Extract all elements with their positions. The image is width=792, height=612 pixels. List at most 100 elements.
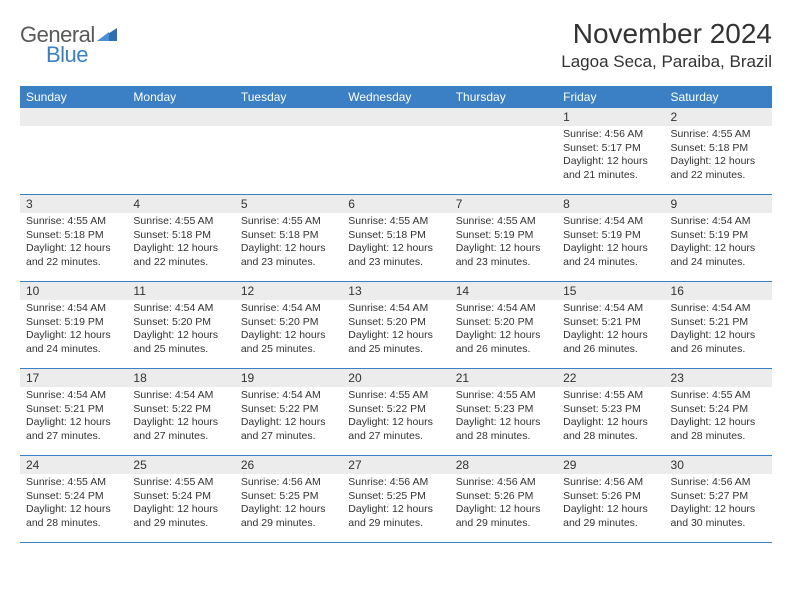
week-row: 24Sunrise: 4:55 AMSunset: 5:24 PMDayligh…: [20, 456, 772, 543]
day-body: Sunrise: 4:54 AMSunset: 5:20 PMDaylight:…: [235, 300, 342, 363]
day-cell: 2Sunrise: 4:55 AMSunset: 5:18 PMDaylight…: [665, 108, 772, 194]
daylight-line: Daylight: 12 hours: [671, 155, 766, 169]
sunset-line: Sunset: 5:22 PM: [241, 403, 336, 417]
daylight-line: Daylight: 12 hours: [671, 503, 766, 517]
day-body: Sunrise: 4:54 AMSunset: 5:19 PMDaylight:…: [557, 213, 664, 276]
location-line: Lagoa Seca, Paraiba, Brazil: [561, 52, 772, 72]
daylight-line: and 22 minutes.: [26, 256, 121, 270]
daylight-line: Daylight: 12 hours: [133, 329, 228, 343]
sunrise-line: Sunrise: 4:54 AM: [671, 215, 766, 229]
sunset-line: Sunset: 5:22 PM: [133, 403, 228, 417]
sunrise-line: Sunrise: 4:55 AM: [456, 389, 551, 403]
sunset-line: Sunset: 5:18 PM: [671, 142, 766, 156]
daylight-line: and 29 minutes.: [133, 517, 228, 531]
daylight-line: and 23 minutes.: [456, 256, 551, 270]
logo: General Blue: [20, 18, 119, 68]
calendar: Sunday Monday Tuesday Wednesday Thursday…: [20, 86, 772, 543]
daylight-line: and 24 minutes.: [671, 256, 766, 270]
day-body: Sunrise: 4:55 AMSunset: 5:24 PMDaylight:…: [665, 387, 772, 450]
sunrise-line: Sunrise: 4:54 AM: [671, 302, 766, 316]
day-cell: 23Sunrise: 4:55 AMSunset: 5:24 PMDayligh…: [665, 369, 772, 455]
day-body: [127, 126, 234, 186]
day-number: [235, 108, 342, 126]
daylight-line: and 23 minutes.: [241, 256, 336, 270]
daylight-line: and 29 minutes.: [348, 517, 443, 531]
day-cell: 24Sunrise: 4:55 AMSunset: 5:24 PMDayligh…: [20, 456, 127, 542]
daylight-line: Daylight: 12 hours: [563, 416, 658, 430]
daylight-line: and 27 minutes.: [241, 430, 336, 444]
sunset-line: Sunset: 5:19 PM: [26, 316, 121, 330]
day-body: Sunrise: 4:56 AMSunset: 5:26 PMDaylight:…: [450, 474, 557, 537]
sunset-line: Sunset: 5:19 PM: [563, 229, 658, 243]
day-cell: 11Sunrise: 4:54 AMSunset: 5:20 PMDayligh…: [127, 282, 234, 368]
day-cell: 3Sunrise: 4:55 AMSunset: 5:18 PMDaylight…: [20, 195, 127, 281]
week-row: 3Sunrise: 4:55 AMSunset: 5:18 PMDaylight…: [20, 195, 772, 282]
daylight-line: and 24 minutes.: [563, 256, 658, 270]
daylight-line: Daylight: 12 hours: [241, 329, 336, 343]
daylight-line: and 25 minutes.: [348, 343, 443, 357]
dow-friday: Friday: [557, 86, 664, 108]
daylight-line: Daylight: 12 hours: [456, 242, 551, 256]
daylight-line: Daylight: 12 hours: [26, 503, 121, 517]
day-number: 14: [450, 282, 557, 300]
day-cell: [20, 108, 127, 194]
daylight-line: and 28 minutes.: [671, 430, 766, 444]
header: General Blue November 2024 Lagoa Seca, P…: [20, 18, 772, 72]
daylight-line: Daylight: 12 hours: [456, 329, 551, 343]
sunrise-line: Sunrise: 4:54 AM: [26, 389, 121, 403]
daylight-line: and 26 minutes.: [671, 343, 766, 357]
day-body: Sunrise: 4:55 AMSunset: 5:18 PMDaylight:…: [20, 213, 127, 276]
day-number: 10: [20, 282, 127, 300]
day-cell: 9Sunrise: 4:54 AMSunset: 5:19 PMDaylight…: [665, 195, 772, 281]
day-number: [450, 108, 557, 126]
daylight-line: Daylight: 12 hours: [348, 503, 443, 517]
day-number: 5: [235, 195, 342, 213]
day-cell: 19Sunrise: 4:54 AMSunset: 5:22 PMDayligh…: [235, 369, 342, 455]
sunrise-line: Sunrise: 4:56 AM: [671, 476, 766, 490]
sunset-line: Sunset: 5:20 PM: [348, 316, 443, 330]
sunset-line: Sunset: 5:24 PM: [26, 490, 121, 504]
day-number: 19: [235, 369, 342, 387]
daylight-line: Daylight: 12 hours: [348, 242, 443, 256]
daylight-line: Daylight: 12 hours: [671, 242, 766, 256]
daylight-line: Daylight: 12 hours: [26, 329, 121, 343]
day-number: 24: [20, 456, 127, 474]
day-number: 29: [557, 456, 664, 474]
day-cell: 30Sunrise: 4:56 AMSunset: 5:27 PMDayligh…: [665, 456, 772, 542]
sunset-line: Sunset: 5:24 PM: [671, 403, 766, 417]
dow-thursday: Thursday: [450, 86, 557, 108]
sunrise-line: Sunrise: 4:55 AM: [671, 389, 766, 403]
sunrise-line: Sunrise: 4:56 AM: [456, 476, 551, 490]
day-body: Sunrise: 4:54 AMSunset: 5:19 PMDaylight:…: [665, 213, 772, 276]
sunset-line: Sunset: 5:25 PM: [241, 490, 336, 504]
week-row: 1Sunrise: 4:56 AMSunset: 5:17 PMDaylight…: [20, 108, 772, 195]
sunrise-line: Sunrise: 4:55 AM: [241, 215, 336, 229]
sunrise-line: Sunrise: 4:54 AM: [456, 302, 551, 316]
day-body: Sunrise: 4:56 AMSunset: 5:17 PMDaylight:…: [557, 126, 664, 189]
day-number: 21: [450, 369, 557, 387]
day-cell: 5Sunrise: 4:55 AMSunset: 5:18 PMDaylight…: [235, 195, 342, 281]
day-body: [235, 126, 342, 186]
day-body: Sunrise: 4:55 AMSunset: 5:19 PMDaylight:…: [450, 213, 557, 276]
day-body: Sunrise: 4:55 AMSunset: 5:18 PMDaylight:…: [665, 126, 772, 189]
sunset-line: Sunset: 5:23 PM: [563, 403, 658, 417]
daylight-line: Daylight: 12 hours: [563, 242, 658, 256]
sunrise-line: Sunrise: 4:56 AM: [563, 476, 658, 490]
sunset-line: Sunset: 5:18 PM: [26, 229, 121, 243]
dow-header-row: Sunday Monday Tuesday Wednesday Thursday…: [20, 86, 772, 108]
day-body: Sunrise: 4:54 AMSunset: 5:21 PMDaylight:…: [557, 300, 664, 363]
daylight-line: and 28 minutes.: [456, 430, 551, 444]
sunrise-line: Sunrise: 4:55 AM: [563, 389, 658, 403]
day-number: 26: [235, 456, 342, 474]
sunset-line: Sunset: 5:19 PM: [671, 229, 766, 243]
day-cell: 20Sunrise: 4:55 AMSunset: 5:22 PMDayligh…: [342, 369, 449, 455]
day-body: [342, 126, 449, 186]
sunset-line: Sunset: 5:20 PM: [241, 316, 336, 330]
sunset-line: Sunset: 5:23 PM: [456, 403, 551, 417]
sunset-line: Sunset: 5:18 PM: [133, 229, 228, 243]
daylight-line: and 26 minutes.: [456, 343, 551, 357]
day-cell: 15Sunrise: 4:54 AMSunset: 5:21 PMDayligh…: [557, 282, 664, 368]
daylight-line: and 21 minutes.: [563, 169, 658, 183]
day-number: 7: [450, 195, 557, 213]
sunrise-line: Sunrise: 4:54 AM: [563, 215, 658, 229]
